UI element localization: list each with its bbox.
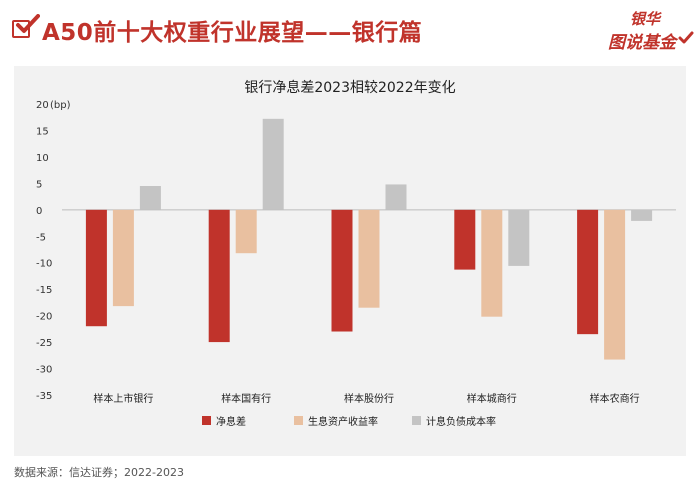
- bar: [604, 209, 626, 360]
- y-tick-label: -15: [36, 285, 52, 296]
- legend-label: 生息资产收益率: [308, 415, 378, 428]
- y-tick-label: -25: [36, 338, 52, 349]
- bar: [112, 209, 134, 307]
- y-unit-label: (bp): [50, 100, 71, 111]
- bar: [208, 209, 230, 343]
- logo-top-text: 银华: [630, 10, 661, 28]
- bar-chart: 银行净息差2023相较2022年变化 20 15 10 5 0 -5 -10 -15 -20 -25…: [36, 79, 676, 428]
- bar: [358, 209, 380, 308]
- bar: [262, 118, 284, 210]
- chart-title: 银行净息差2023相较2022年变化: [244, 79, 455, 96]
- y-tick-label: 5: [36, 179, 42, 190]
- x-category-label: 样本农商行: [590, 392, 640, 405]
- header: A50前十大权重行业展望——银行篇 银华 图说基金: [0, 0, 700, 62]
- x-category-label: 样本股份行: [344, 392, 394, 405]
- x-category-label: 样本上市银行: [93, 392, 153, 405]
- y-tick-label: -35: [36, 391, 52, 402]
- bar: [235, 209, 257, 254]
- y-tick-label: 0: [36, 206, 42, 217]
- legend-label: 计息负债成本率: [426, 415, 496, 428]
- y-tick-label: 15: [36, 126, 49, 137]
- source-note: 数据来源：信达证券；2022-2023: [14, 466, 184, 479]
- legend-swatch: [412, 416, 421, 425]
- legend-swatch: [294, 416, 303, 425]
- y-tick-label: -30: [36, 365, 52, 376]
- x-category-label: 样本国有行: [221, 392, 271, 405]
- checkmark-icon: [16, 14, 40, 33]
- chart-panel: 银行净息差2023相较2022年变化 20 15 10 5 0 -5 -10 -15 -20 -25…: [14, 66, 686, 456]
- bar: [385, 184, 407, 210]
- legend-label: 净息差: [216, 415, 246, 428]
- legend-swatch: [202, 416, 211, 425]
- bar: [508, 209, 530, 266]
- y-tick-label: -5: [36, 232, 46, 243]
- logo: 银华 图说基金: [606, 6, 696, 54]
- y-tick-label: 20: [36, 100, 49, 111]
- checkbox-icon: [12, 20, 30, 38]
- logo-check-icon: [678, 31, 694, 44]
- bar: [631, 209, 653, 221]
- bar: [577, 209, 599, 335]
- y-tick-label: 10: [36, 153, 49, 164]
- bar: [139, 186, 161, 210]
- bar: [454, 209, 476, 270]
- logo-bottom-text: 图说基金: [608, 33, 676, 53]
- y-tick-label: -20: [36, 312, 52, 323]
- bar: [85, 209, 107, 327]
- bar: [481, 209, 503, 317]
- bar: [331, 209, 353, 332]
- y-tick-label: -10: [36, 259, 52, 270]
- x-category-label: 样本城商行: [467, 392, 517, 405]
- page-title: A50前十大权重行业展望——银行篇: [42, 20, 423, 46]
